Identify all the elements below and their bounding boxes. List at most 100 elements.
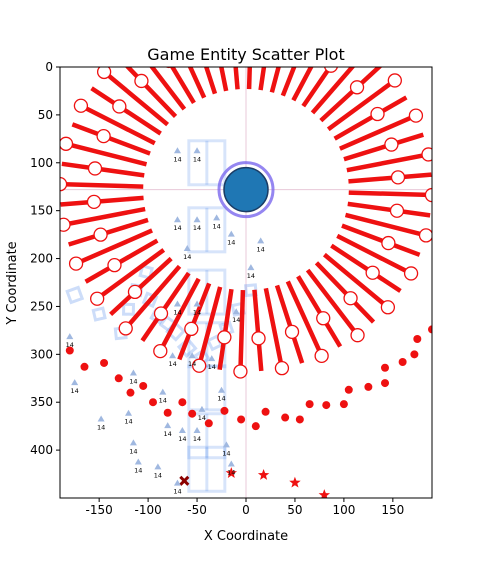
triangle-label: 14 <box>164 430 172 438</box>
player-ring <box>217 161 275 219</box>
star-marker <box>289 476 301 488</box>
star-marker <box>318 489 330 498</box>
enemy-dot <box>188 409 197 418</box>
star-marker <box>257 469 270 480</box>
triangle-marker <box>97 415 105 422</box>
triangle-label: 14 <box>168 360 176 368</box>
x-axis-label: X Coordinate <box>204 529 288 544</box>
radial-line <box>330 243 402 293</box>
triangle-label: 14 <box>222 449 230 457</box>
axes: -150 -100 -50 0 50 100 150 0 50 100 150 200 250 300 35… <box>30 60 433 517</box>
y-tick-label: 50 <box>38 108 53 122</box>
triangle-marker <box>169 352 177 359</box>
triangle-marker <box>257 237 265 244</box>
triangle-label: 14 <box>183 253 191 261</box>
radial-line <box>149 67 187 111</box>
y-tick-label: 0 <box>45 60 53 74</box>
enemy-dot <box>344 385 353 394</box>
radial-marker <box>184 321 199 337</box>
watermark-glyph <box>187 412 227 460</box>
radial-marker <box>60 136 74 151</box>
radial-marker <box>418 228 432 243</box>
radial-marker <box>118 321 133 336</box>
triangle-marker <box>193 147 201 154</box>
radial-line <box>140 271 191 342</box>
cross-marker <box>179 475 190 486</box>
triangle-marker <box>183 244 191 251</box>
y-tick-label: 200 <box>30 252 53 266</box>
radial-line <box>274 284 305 364</box>
radial-line <box>169 67 196 105</box>
radial-line <box>336 233 413 276</box>
enemy-dot <box>381 363 390 372</box>
triangle-label: 14 <box>124 418 132 426</box>
radial-marker <box>233 364 248 379</box>
radial-marker <box>86 194 102 209</box>
radial-line <box>314 261 376 324</box>
radial-line <box>187 67 207 99</box>
radial-line <box>219 67 229 92</box>
radial-marker <box>251 331 266 346</box>
triangle-marker <box>222 441 230 448</box>
radial-line <box>341 223 421 257</box>
enemy-dot <box>100 358 109 367</box>
enemy-dot <box>305 400 314 409</box>
triangle-marker <box>173 216 181 223</box>
radial-marker <box>365 265 380 280</box>
triangle-marker <box>129 439 137 446</box>
radial-marker <box>380 300 396 315</box>
radial-line <box>343 132 424 162</box>
radial-line <box>301 67 333 108</box>
triangle-label: 14 <box>188 360 196 368</box>
radial-line <box>95 248 166 301</box>
triangle-label: 14 <box>227 239 235 247</box>
y-tick-label: 150 <box>30 204 53 218</box>
enemy-dot <box>80 362 89 371</box>
radial-line <box>238 290 246 372</box>
radial-line <box>63 206 146 227</box>
watermark-glyph <box>187 445 227 493</box>
radial-line <box>346 152 429 173</box>
radial-line <box>233 67 240 90</box>
triangle-marker <box>125 409 133 416</box>
triangle-label: 14 <box>212 222 220 230</box>
radial-line <box>348 190 432 198</box>
triangle-marker <box>173 300 181 307</box>
triangle-label: 14 <box>193 435 201 443</box>
triangle-label: 14 <box>66 341 74 349</box>
radial-marker <box>60 217 71 232</box>
radial-marker <box>73 98 89 113</box>
triangle-marker <box>178 426 186 433</box>
radial-marker <box>96 67 112 80</box>
radial-marker <box>343 291 358 306</box>
triangle-label: 14 <box>173 309 181 317</box>
triangle-marker <box>164 422 172 429</box>
radial-line <box>280 67 297 97</box>
radial-marker <box>107 258 122 273</box>
x-tick-label: 150 <box>381 503 404 517</box>
radial-line <box>109 256 173 317</box>
enemy-dot <box>413 335 422 344</box>
radial-marker <box>389 203 405 218</box>
triangle-label: 14 <box>227 468 235 476</box>
enemy-dot <box>114 374 123 383</box>
radial-line <box>291 67 314 102</box>
triangle-label: 14 <box>247 272 255 280</box>
triangle-marker <box>208 355 216 362</box>
radial-marker <box>274 360 290 376</box>
enemy-dot <box>139 381 148 390</box>
x-tick-label: 0 <box>242 503 250 517</box>
radial-line <box>90 86 162 136</box>
watermark-square <box>138 264 154 280</box>
plot-content: 14 14 14 14 14 14 14 14 14 14 14 14 14 14 14 14 14 14 14 14… <box>60 67 432 498</box>
triangle-label: 14 <box>217 395 225 403</box>
triangle-marker <box>159 388 167 395</box>
triangle-label: 14 <box>129 377 137 385</box>
star-marker <box>225 467 237 478</box>
triangle-label: 14 <box>159 397 167 405</box>
watermark-glyph <box>187 206 227 254</box>
radial-marker <box>112 99 127 114</box>
watermark-square <box>65 285 85 305</box>
